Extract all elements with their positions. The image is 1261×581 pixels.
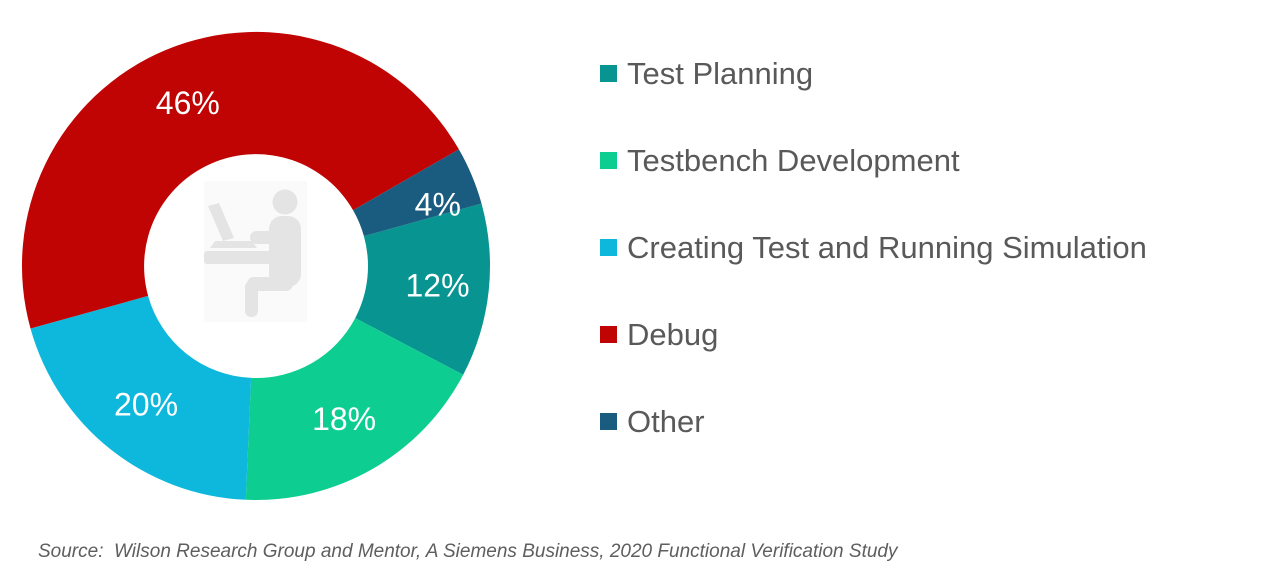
legend-swatch-icon: [600, 152, 617, 169]
legend-label: Debug: [627, 316, 719, 352]
icon-laptop-screen: [208, 203, 234, 241]
legend-item-other: Other: [600, 378, 1147, 465]
slice-percent-label: 18%: [312, 401, 376, 437]
slice-percent-label: 12%: [405, 267, 469, 303]
legend-label: Testbench Development: [627, 142, 960, 178]
legend-item-debug: Debug: [600, 291, 1147, 378]
legend-swatch-icon: [600, 239, 617, 256]
legend-item-test-planning: Test Planning: [600, 30, 1147, 117]
legend-label: Creating Test and Running Simulation: [627, 229, 1147, 265]
pie-slice-testbench-development: [245, 318, 464, 501]
icon-thigh: [247, 277, 293, 291]
icon-shin: [245, 281, 258, 317]
icon-laptop-base: [210, 241, 257, 248]
person-at-laptop-icon: [204, 181, 307, 322]
icon-desk: [204, 251, 279, 264]
slice-percent-label: 4%: [415, 187, 461, 223]
legend-swatch-icon: [600, 326, 617, 343]
icon-head: [272, 189, 298, 215]
slice-percent-label: 20%: [114, 386, 178, 422]
chart-legend: Test Planning Testbench Development Creati…: [600, 30, 1147, 465]
legend-swatch-icon: [600, 413, 617, 430]
slice-percent-label: 46%: [156, 85, 220, 121]
icon-arm: [250, 231, 286, 244]
legend-label: Test Planning: [627, 55, 814, 91]
pie-slice-other: [353, 149, 482, 237]
donut-chart: 12% 18% 20% 46% 4%: [21, 31, 491, 501]
legend-label: Other: [627, 403, 705, 439]
legend-swatch-icon: [600, 65, 617, 82]
legend-item-testbench-development: Testbench Development: [600, 117, 1147, 204]
legend-item-creating-test-and-running-simulation: Creating Test and Running Simulation: [600, 204, 1147, 291]
pie-slice-creating-test-and-running-simulation: [30, 295, 252, 500]
pie-slice-debug: [21, 31, 459, 329]
source-note: Source: Wilson Research Group and Mentor…: [38, 541, 898, 562]
pie-slice-test-planning: [355, 203, 491, 375]
